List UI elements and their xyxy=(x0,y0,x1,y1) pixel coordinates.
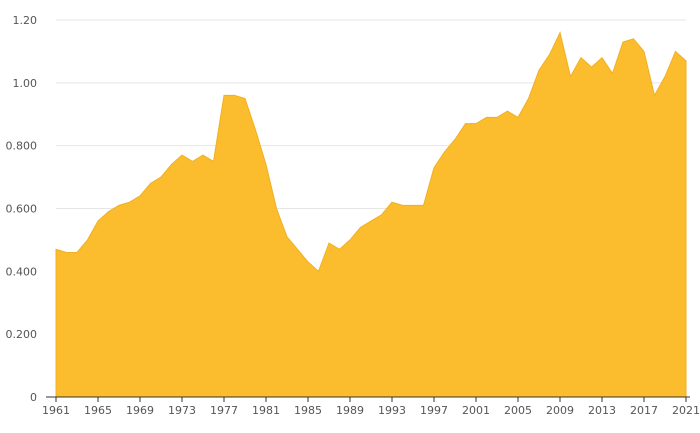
series-area xyxy=(55,31,687,398)
x-tick-label: 2009 xyxy=(546,404,574,417)
x-tick-label: 1977 xyxy=(210,404,238,417)
x-tick-label: 2021 xyxy=(672,404,700,417)
x-tick-label: 2005 xyxy=(504,404,532,417)
y-tick-label: 1.20 xyxy=(13,14,38,27)
x-tick-label: 1997 xyxy=(420,404,448,417)
x-tick-label: 1985 xyxy=(294,404,322,417)
x-tick-label: 1993 xyxy=(378,404,406,417)
data-area-layer xyxy=(55,31,687,398)
x-tick-label: 1961 xyxy=(42,404,70,417)
y-axis-tick-labels: 0 0.200 0.400 0.600 0.800 1.00 1.20 xyxy=(6,14,38,404)
x-tick-label: 2001 xyxy=(462,404,490,417)
x-tick-label: 1969 xyxy=(126,404,154,417)
y-tick-label: 1.00 xyxy=(13,77,38,90)
x-tick-label: 2013 xyxy=(588,404,616,417)
y-tick-label: 0.200 xyxy=(6,328,38,341)
y-tick-label: 0 xyxy=(30,391,37,404)
x-tick-label: 1989 xyxy=(336,404,364,417)
axes xyxy=(46,396,690,402)
y-tick-label: 0.400 xyxy=(6,265,38,278)
x-tick-label: 2017 xyxy=(630,404,658,417)
y-tick-label: 0.800 xyxy=(6,140,38,153)
x-tick-label: 1965 xyxy=(84,404,112,417)
x-axis-tick-labels: 1961 1965 1969 1973 1977 1981 1985 1989 1993 1997… xyxy=(42,404,700,417)
y-tick-label: 0.600 xyxy=(6,203,38,216)
x-tick-label: 1973 xyxy=(168,404,196,417)
x-tick-label: 1981 xyxy=(252,404,280,417)
